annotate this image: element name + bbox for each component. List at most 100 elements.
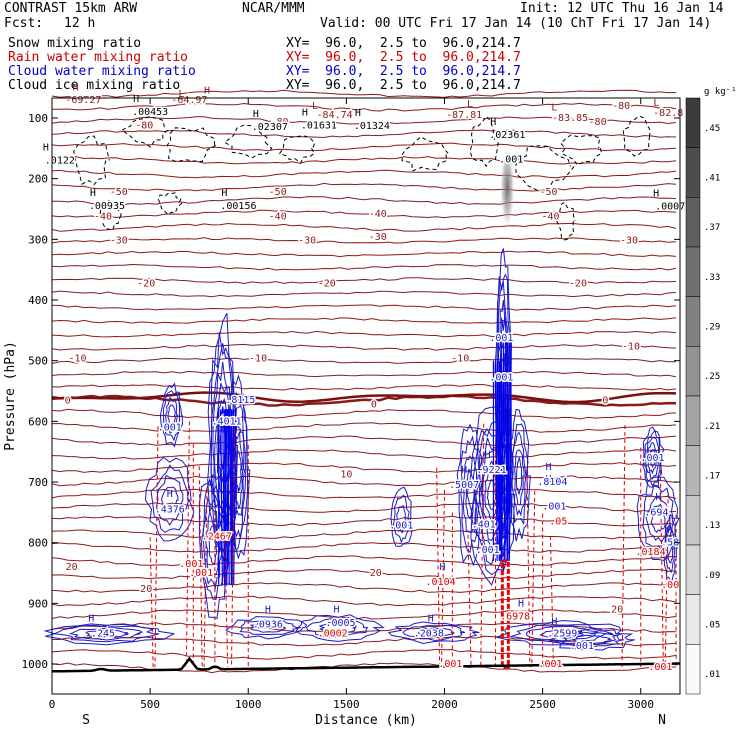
snow-shading [500, 147, 515, 228]
temperature-contour-line [51, 317, 677, 324]
cloud-water-contour [144, 456, 195, 542]
y-tick-label: 600 [28, 415, 48, 428]
cloud-water-label: .2599 [547, 629, 577, 640]
cloud-water-contour [456, 423, 484, 567]
extremum-letter: H [204, 86, 210, 97]
cloud-ice-contour [469, 115, 499, 168]
extremum-letter: H [551, 617, 557, 628]
cloud-water-core-line [504, 342, 508, 561]
rain-water-label: .001 [179, 559, 203, 570]
colorbar-segment [685, 246, 701, 297]
cloud-ice-contour [223, 124, 273, 159]
rain-water-contour [185, 421, 190, 668]
cloud-water-contour [514, 449, 525, 506]
extremum-letter: H [500, 316, 506, 327]
field-name-snow: Snow mixing ratio [8, 36, 142, 51]
max-marker-value: .01324 [354, 121, 390, 132]
temperature-contour-line [51, 237, 677, 244]
temperature-label: -69.27 [65, 95, 101, 106]
cloud-water-contour [390, 486, 413, 547]
cloud-ice-contour [99, 199, 123, 231]
cloud-water-label: .9221 [477, 465, 507, 476]
cloud-water-contour [402, 624, 466, 642]
cloud-water-core-line [496, 360, 500, 561]
x-tick-label: 1000 [235, 698, 262, 711]
field-name-cloudice: Cloud ice mixing ratio [8, 78, 181, 93]
extremum-letter: H [545, 474, 551, 485]
cloud-water-contour [295, 614, 385, 642]
temperature-label: -20 [137, 279, 155, 290]
freezing-level-contour [51, 391, 677, 404]
cloud-water-contour [208, 523, 218, 565]
temperature-contour-line [51, 142, 677, 152]
temperature-label: 0 [371, 399, 377, 410]
temperature-contour-line [51, 209, 677, 219]
cloud-water-contour [198, 473, 229, 620]
y-tick-label: 100 [28, 112, 48, 125]
rain-water-label: .001 [648, 662, 672, 673]
cloud-water-contour [510, 423, 529, 525]
temperature-contour-line [51, 609, 677, 620]
temperature-contour-line [51, 370, 677, 378]
terrain-surface-line [52, 656, 681, 673]
field-xy-snow: XY= 96.0, 2.5 to 96.0,214.7 [286, 36, 521, 51]
cloud-water-contour [664, 524, 676, 574]
cloud-water-label: .001 [389, 521, 413, 532]
cloud-water-contour [54, 624, 160, 643]
valid-time: Valid: 00 UTC Fri 17 Jan 14 (10 ChT Fri … [320, 16, 712, 31]
cloud-water-contour [161, 486, 179, 514]
y-tick-label: 900 [28, 597, 48, 610]
temperature-contour-line [51, 182, 677, 192]
temperature-label: 10 [340, 470, 352, 481]
cloud-water-contour [539, 628, 584, 639]
extremum-letter: H [655, 492, 661, 503]
cloud-water-contour [85, 629, 129, 638]
model-title: CONTRAST 15km ARW [4, 1, 138, 16]
cloud-water-label: .001 [158, 422, 182, 433]
colorbar-segment [685, 495, 701, 546]
x-tick-label: 500 [140, 698, 160, 711]
rain-water-contour [531, 491, 536, 668]
cloud-water-contour [162, 390, 181, 442]
extremum-letter: L [467, 99, 473, 110]
cloud-ice-contour [515, 145, 575, 191]
max-marker-letter: H [43, 142, 49, 153]
cloud-water-contour [167, 404, 176, 427]
temperature-contour-line [51, 462, 677, 473]
max-marker-letter: H [133, 94, 139, 105]
temperature-contour-line [51, 422, 677, 433]
rain-water-contour [467, 534, 472, 668]
temperature-contour-line [51, 648, 677, 660]
cloud-water-label: .401 [472, 519, 496, 530]
rain-water-contour [149, 537, 154, 668]
field-xy-cloudwater: XY= 96.0, 2.5 to 96.0,214.7 [286, 64, 521, 79]
rain-water-contour [526, 468, 531, 668]
max-marker-value: .01631 [301, 120, 337, 131]
rain-water-contour [224, 533, 229, 668]
colorbar-tick-label: .25 [704, 372, 720, 382]
temperature-label: -10 [249, 353, 267, 364]
cloud-water-contour [214, 383, 232, 514]
contour-labels: -69.27 -64.97 -84.74 -87.81 -83.85 -82.8 -80 -8… [43, 83, 687, 675]
temperature-contour-line [51, 290, 677, 298]
cloud-water-contour [484, 468, 500, 522]
temperature-label: -30 [110, 236, 128, 247]
rain-water-contour [154, 426, 159, 668]
extremum-letter: L [551, 103, 557, 114]
temperature-contour-line [51, 102, 677, 112]
temperature-label: -10 [622, 342, 640, 353]
colorbar-segment [685, 644, 701, 695]
colorbar-tick-label: .01 [704, 670, 720, 680]
temperature-label: -80 [271, 117, 289, 128]
temperature-contour-line [51, 343, 677, 351]
cloud-water-contour [460, 435, 481, 553]
temperature-contour-line [51, 568, 677, 580]
cloud-water-contour [68, 627, 144, 641]
cloud-water-contour [642, 426, 665, 489]
temperature-contour-line [51, 449, 677, 460]
cloud-water-core-line [228, 409, 232, 586]
rain-water-contour [441, 489, 445, 668]
colorbar-segment [685, 97, 701, 148]
colorbar-segment [685, 395, 701, 446]
